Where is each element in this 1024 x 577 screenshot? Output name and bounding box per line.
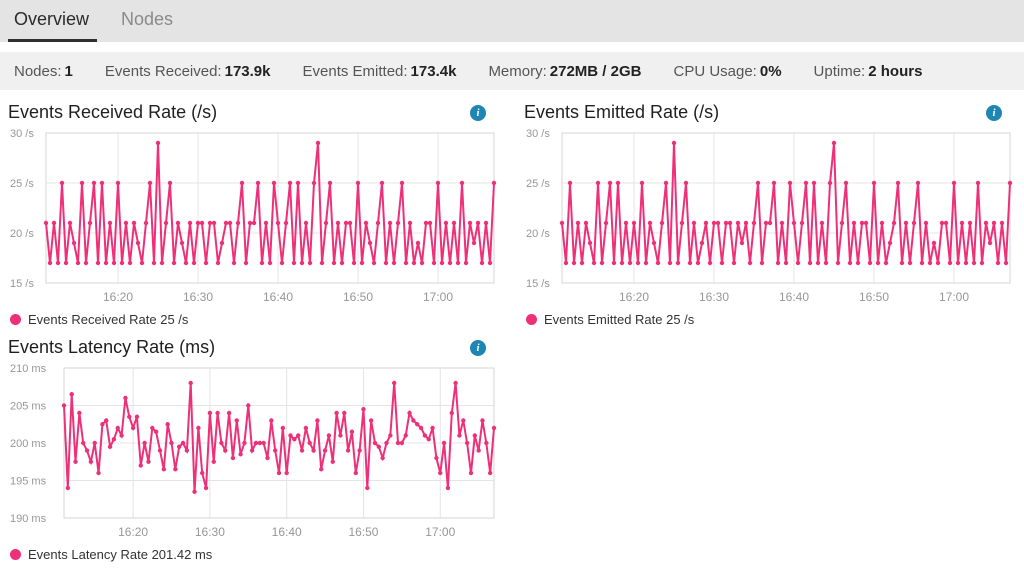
legend-dot-icon (10, 549, 21, 560)
svg-text:30 /s: 30 /s (526, 128, 550, 140)
legend-label: Events Emitted Rate 25 /s (544, 312, 695, 327)
svg-text:16:20: 16:20 (103, 290, 133, 304)
svg-text:190 ms: 190 ms (10, 513, 47, 525)
stats-bar: Nodes: 1 Events Received: 173.9k Events Em… (0, 52, 1024, 90)
events-emitted-line-chart: 16:20 16:30 16:40 16:50 17:00 15 /s 20 /s 25 /s… (524, 127, 1013, 309)
stat-events-emitted: Events Emitted: 173.4k (303, 63, 457, 80)
stat-uptime: Uptime: 2 hours (814, 63, 923, 80)
svg-text:15 /s: 15 /s (526, 278, 550, 290)
svg-text:200 ms: 200 ms (10, 438, 47, 450)
svg-text:20 /s: 20 /s (526, 228, 550, 240)
svg-text:16:30: 16:30 (183, 290, 213, 304)
charts-area: Events Received Rate (/s) i 16:20 16:30 16… (0, 90, 1024, 562)
chart-title: Events Received Rate (/s) (8, 102, 218, 122)
tab-bar: Overview Nodes (0, 0, 1024, 42)
tab-stats-divider (0, 42, 1024, 52)
chart-legend: Events Received Rate 25 /s (8, 309, 496, 327)
svg-text:30 /s: 30 /s (10, 128, 34, 140)
svg-text:16:30: 16:30 (195, 525, 225, 539)
stat-value: 173.4k (410, 62, 457, 80)
stat-value: 1 (64, 62, 73, 80)
svg-text:16:40: 16:40 (263, 290, 293, 304)
stat-label: Memory: (488, 62, 547, 80)
tab-nodes[interactable]: Nodes (121, 9, 174, 29)
legend-dot-icon (526, 314, 537, 325)
chart-legend: Events Emitted Rate 25 /s (524, 309, 1012, 327)
svg-text:17:00: 17:00 (423, 290, 453, 304)
svg-text:25 /s: 25 /s (10, 178, 34, 190)
events-received-card: Events Received Rate (/s) i 16:20 16:30 16… (8, 100, 497, 327)
stat-value: 272MB / 2GB (549, 62, 642, 80)
info-icon[interactable]: i (470, 339, 486, 356)
svg-text:16:20: 16:20 (619, 290, 649, 304)
legend-dot-icon (10, 314, 21, 325)
svg-text:16:50: 16:50 (343, 290, 373, 304)
svg-text:25 /s: 25 /s (526, 178, 550, 190)
events-latency-card: Events Latency Rate (ms) i 16:20 16:30 16:… (8, 335, 497, 562)
events-received-line-chart: 16:20 16:30 16:40 16:50 17:00 15 /s 20 /s 25 /s… (8, 127, 497, 309)
events-latency-line-chart: 16:20 16:30 16:40 16:50 17:00 190 ms 195 ms 200… (8, 362, 497, 544)
svg-text:15 /s: 15 /s (10, 278, 34, 290)
svg-text:205 ms: 205 ms (10, 401, 47, 413)
stat-label: Uptime: (813, 62, 866, 80)
svg-text:16:40: 16:40 (272, 525, 302, 539)
stat-value: 173.9k (224, 62, 271, 80)
svg-text:16:40: 16:40 (779, 290, 809, 304)
stat-label: Events Emitted: (302, 62, 408, 80)
stat-label: Nodes: (14, 62, 62, 80)
stat-label: Events Received: (104, 62, 222, 80)
svg-text:17:00: 17:00 (939, 290, 969, 304)
stat-cpu-usage: CPU Usage: 0% (673, 63, 781, 80)
stat-value: 2 hours (868, 62, 923, 80)
stat-value: 0% (759, 62, 782, 80)
stat-memory: Memory: 272MB / 2GB (488, 63, 641, 80)
info-icon[interactable]: i (986, 104, 1002, 121)
stat-events-received: Events Received: 173.9k (105, 63, 271, 80)
events-emitted-card: Events Emitted Rate (/s) i 16:20 16:30 16:… (524, 100, 1013, 327)
svg-text:17:00: 17:00 (425, 525, 455, 539)
svg-text:16:50: 16:50 (859, 290, 889, 304)
tab-overview[interactable]: Overview (8, 0, 103, 42)
svg-text:16:20: 16:20 (118, 525, 148, 539)
legend-label: Events Latency Rate 201.42 ms (28, 547, 213, 562)
chart-legend: Events Latency Rate 201.42 ms (8, 544, 496, 562)
stat-label: CPU Usage: (673, 62, 757, 80)
svg-text:16:30: 16:30 (699, 290, 729, 304)
chart-title: Events Emitted Rate (/s) (524, 102, 720, 122)
stat-nodes: Nodes: 1 (14, 63, 73, 80)
svg-text:20 /s: 20 /s (10, 228, 34, 240)
svg-text:16:50: 16:50 (348, 525, 378, 539)
legend-label: Events Received Rate 25 /s (28, 312, 189, 327)
svg-text:195 ms: 195 ms (10, 476, 47, 488)
chart-title: Events Latency Rate (ms) (8, 337, 216, 357)
info-icon[interactable]: i (470, 104, 486, 121)
svg-text:210 ms: 210 ms (10, 363, 47, 375)
